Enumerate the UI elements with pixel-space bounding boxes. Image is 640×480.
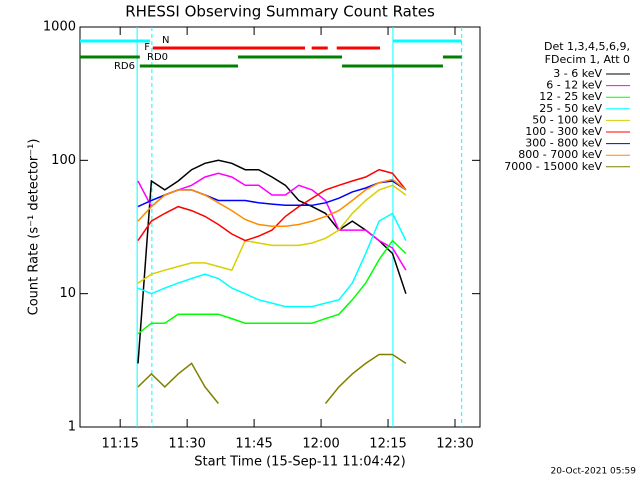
x-tick-label: 12:30 — [436, 437, 473, 452]
legend-label: 12 - 25 keV — [539, 90, 602, 103]
y-tick-label: 100 — [51, 153, 76, 168]
x-tick-label: 12:00 — [302, 437, 339, 452]
series-line — [137, 212, 407, 308]
legend-label: 50 - 100 keV — [532, 113, 602, 126]
legend-header: Det 1,3,4,5,6,9, — [544, 40, 630, 53]
x-tick-label: 11:45 — [235, 437, 272, 452]
chart-title: RHESSI Observing Summary Count Rates — [125, 3, 435, 21]
flag-label: N — [162, 35, 169, 46]
legend-label: 3 - 6 keV — [553, 67, 602, 80]
series-line — [137, 178, 407, 228]
series-line — [137, 184, 407, 284]
legend-label: 300 - 800 keV — [525, 137, 602, 150]
y-tick-label: 10 — [59, 286, 76, 301]
timestamp: 20-Oct-2021 05:59 — [551, 467, 637, 477]
flag-label: RD6 — [114, 61, 135, 72]
series-line — [137, 168, 407, 242]
flag-label: RD0 — [147, 52, 168, 63]
x-tick-label: 11:15 — [101, 437, 138, 452]
y-axis-label: Count Rate (s⁻¹ detector⁻¹) — [27, 139, 42, 316]
series-line — [137, 172, 407, 271]
series-line — [137, 239, 407, 335]
series-line — [137, 159, 407, 364]
legend-label: 800 - 7000 keV — [518, 148, 602, 161]
y-tick-label: 1000 — [43, 20, 76, 35]
flag-label: F — [144, 42, 150, 53]
plot-frame — [79, 26, 481, 428]
legend-header: FDecim 1, Att 0 — [545, 53, 630, 66]
x-axis-label: Start Time (15-Sep-11 11:04:42) — [194, 455, 405, 470]
legend-label: 100 - 300 keV — [525, 125, 602, 138]
legend-label: 6 - 12 keV — [546, 79, 602, 92]
x-tick-label: 12:15 — [369, 437, 406, 452]
series-line — [137, 180, 407, 208]
legend-label: 7000 - 15000 keV — [504, 160, 602, 173]
y-tick-label: 1 — [68, 420, 76, 435]
legend-label: 25 - 50 keV — [539, 102, 602, 115]
x-tick-label: 11:30 — [168, 437, 205, 452]
series-line — [137, 353, 407, 404]
